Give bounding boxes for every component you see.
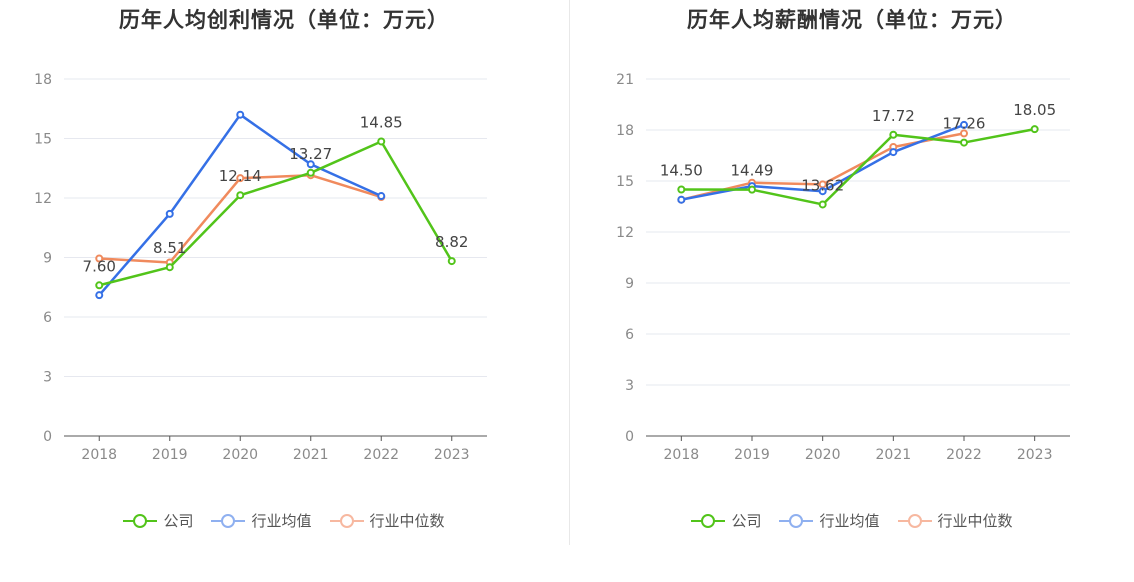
- chart-panel-profit: 历年人均创利情况（单位：万元） 0 3 6 9 12 15 18 2018 2019 2020 20…: [0, 8, 568, 531]
- data-point: [960, 129, 968, 138]
- data-label: 8.82: [435, 233, 468, 251]
- legend-line-icon: [211, 513, 246, 528]
- data-label: 13.62: [801, 176, 844, 194]
- panel-divider: [569, 0, 570, 545]
- data-point: [236, 191, 245, 200]
- x-tick-label: 2020: [222, 447, 258, 463]
- data-point: [306, 168, 315, 177]
- data-label: 7.60: [83, 257, 116, 275]
- chart-canvas-profit: 0 3 6 9 12 15 18 2018 2019 2020 2021 2022 2023 7.60 8.…: [34, 72, 487, 463]
- x-tick-label: 2019: [152, 447, 188, 463]
- data-label: 17.72: [872, 107, 915, 125]
- data-label: 14.85: [360, 113, 403, 131]
- x-tick-label: 2018: [664, 447, 700, 463]
- legend-line-icon: [329, 513, 364, 528]
- legend-line-icon: [691, 513, 726, 528]
- data-point: [95, 291, 104, 300]
- legend: 公司 行业均值 行业中位数: [0, 510, 568, 531]
- data-point: [818, 187, 827, 196]
- y-tick-label: 15: [616, 174, 634, 190]
- data-label: 12.14: [219, 167, 262, 185]
- y-tick-label: 3: [43, 370, 52, 386]
- y-tick-label: 18: [616, 123, 634, 139]
- x-tick-label: 2020: [805, 447, 841, 463]
- series-line: [681, 127, 1035, 206]
- data-label: 14.49: [731, 162, 774, 180]
- legend-label: 行业均值: [819, 512, 880, 530]
- y-tick-label: 12: [616, 225, 634, 241]
- legend-label: 公司: [731, 512, 762, 530]
- chart-title: 历年人均薪酬情况（单位：万元）: [687, 8, 1017, 32]
- x-tick-label: 2021: [876, 447, 912, 463]
- legend-label: 行业均值: [251, 512, 312, 530]
- chart-canvas-salary: 0 3 6 9 12 15 18 21 2018 2019 2020 2021 2022 2023 14.5…: [616, 72, 1070, 463]
- y-tick-label: 3: [625, 378, 634, 394]
- data-point: [236, 110, 245, 119]
- x-tick-label: 2021: [293, 447, 329, 463]
- legend-label: 行业中位数: [369, 512, 445, 530]
- data-point: [447, 257, 456, 266]
- y-tick-label: 21: [616, 72, 634, 88]
- data-point: [95, 254, 104, 263]
- data-point: [677, 185, 686, 194]
- data-label: 13.27: [289, 145, 332, 163]
- data-point: [748, 185, 756, 194]
- data-label: 18.05: [1013, 101, 1056, 119]
- legend-line-icon: [897, 513, 932, 528]
- legend-item-company[interactable]: 公司: [691, 510, 761, 531]
- data-point: [818, 200, 827, 209]
- y-tick-label: 18: [34, 72, 52, 88]
- data-point: [677, 195, 686, 204]
- series-line: [98, 113, 382, 297]
- series-line: [98, 140, 453, 287]
- data-label: 14.50: [660, 162, 703, 180]
- legend-item-industry-avg[interactable]: 行业均值: [779, 510, 880, 531]
- data-point: [165, 209, 174, 218]
- y-tick-label: 6: [43, 310, 52, 326]
- legend-item-company[interactable]: 公司: [123, 510, 193, 531]
- x-tick-label: 2023: [434, 447, 470, 463]
- data-point: [889, 148, 898, 157]
- y-tick-label: 0: [625, 429, 634, 445]
- legend-item-industry-median[interactable]: 行业中位数: [329, 510, 445, 531]
- x-tick-label: 2023: [1017, 447, 1053, 463]
- legend-line-icon: [123, 513, 158, 528]
- legend-item-industry-avg[interactable]: 行业均值: [211, 510, 312, 531]
- y-tick-label: 9: [625, 276, 634, 292]
- data-point: [306, 160, 315, 169]
- y-tick-label: 12: [34, 191, 52, 207]
- legend-label: 行业中位数: [937, 512, 1013, 530]
- legend: 公司 行业均值 行业中位数: [570, 510, 1134, 531]
- data-point: [889, 130, 898, 139]
- data-point: [1030, 125, 1039, 134]
- chart-title: 历年人均创利情况（单位：万元）: [119, 8, 449, 32]
- x-tick-label: 2018: [81, 447, 117, 463]
- legend-item-industry-median[interactable]: 行业中位数: [897, 510, 1013, 531]
- y-tick-label: 6: [625, 327, 634, 343]
- chart-panel-salary: 历年人均薪酬情况（单位：万元） 0 3 6 9 12 15 18 21 2018 2019 2020…: [570, 0, 1134, 582]
- data-point: [377, 192, 386, 201]
- legend-line-icon: [779, 513, 814, 528]
- y-tick-label: 15: [34, 132, 52, 148]
- data-point: [236, 174, 245, 183]
- data-point: [377, 137, 386, 146]
- x-tick-label: 2019: [734, 447, 770, 463]
- series-line: [99, 173, 382, 264]
- y-tick-label: 0: [43, 429, 52, 445]
- data-point: [95, 281, 104, 290]
- x-tick-label: 2022: [363, 447, 399, 463]
- data-point: [165, 263, 174, 272]
- x-tick-label: 2022: [946, 447, 982, 463]
- data-point: [960, 138, 968, 147]
- data-label: 8.51: [153, 239, 186, 257]
- data-label: 17.26: [943, 115, 986, 133]
- y-tick-label: 9: [43, 251, 52, 267]
- legend-label: 公司: [163, 512, 194, 530]
- data-point: [960, 120, 968, 129]
